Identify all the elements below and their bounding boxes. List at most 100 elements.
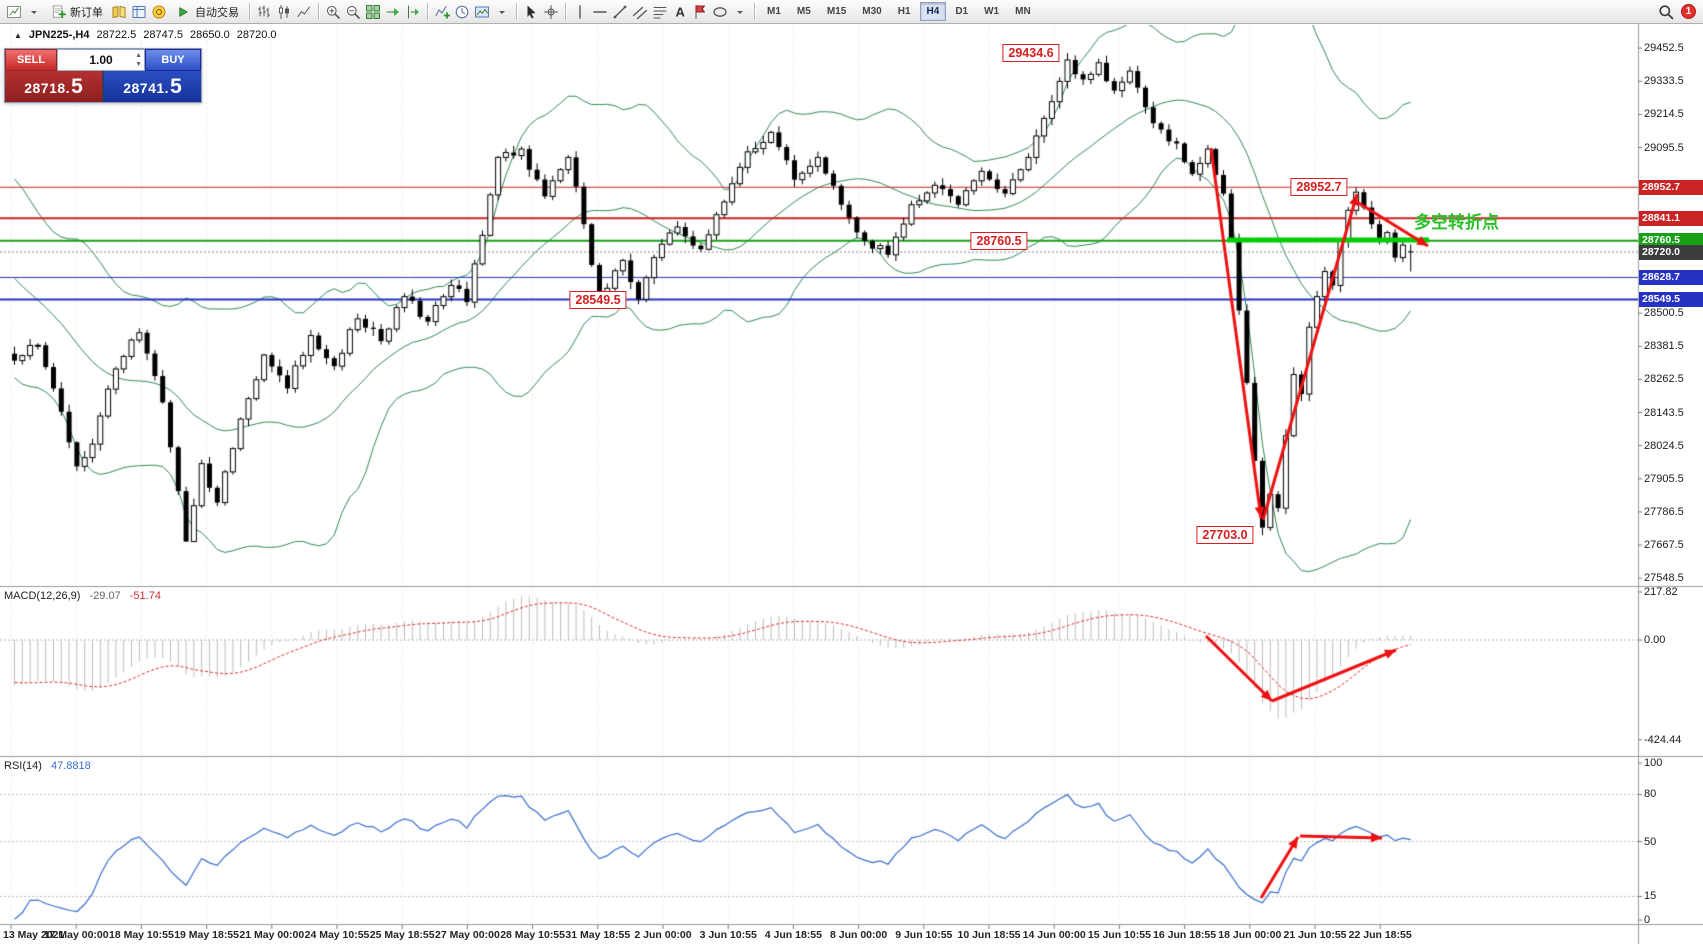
timeframe-M5[interactable]: M5 [790,2,818,21]
buy-button[interactable]: BUY [145,49,201,71]
timeframe-D1[interactable]: D1 [948,2,975,21]
price-callout[interactable]: 28760.5 [970,231,1028,250]
price-axis-label: 28381.5 [1644,340,1684,353]
shapes-icon[interactable] [710,2,730,22]
vertical-line-icon[interactable] [570,2,590,22]
buy-price-fraction: 5 [170,75,182,98]
symbol-period-label: JPN225-,H4 [28,29,90,41]
market-watch-icon[interactable] [109,2,129,22]
toolbar-separator [427,3,428,20]
bar-chart-icon[interactable] [254,2,274,22]
chart-file-group [4,2,44,22]
price-callout[interactable]: 27703.0 [1196,526,1254,545]
volume-field[interactable]: 1.00 ▲ ▼ [57,49,145,71]
price-callout[interactable]: 29434.6 [1002,44,1060,63]
text-icon[interactable]: A [670,2,690,22]
toolbar-separator [318,3,319,20]
periods-icon[interactable] [452,2,472,22]
chart-dropdown-arrow-icon[interactable] [492,2,512,22]
time-axis-label: 3 Jun 10:55 [699,929,757,941]
macd-signal-value: -51.74 [129,590,161,602]
notification-badge[interactable]: 1 [1681,4,1696,19]
chart-dropdown-arrow-icon[interactable] [24,2,44,22]
spinner-up-icon[interactable]: ▲ [135,52,142,59]
search-group [1656,2,1676,22]
app-windows-group [109,2,169,22]
price-axis-marker: 28760.5 [1639,233,1703,249]
search-icon[interactable] [1656,2,1676,22]
price-axis-label: 29452.5 [1644,42,1684,55]
timeframe-M15[interactable]: M15 [820,2,853,21]
price-axis-marker: 28720.0 [1639,244,1703,260]
price-callout[interactable]: 28549.5 [569,290,627,309]
timeframe-M1[interactable]: M1 [760,2,788,21]
time-axis-label: 13 May 2021 [3,929,65,941]
time-axis-label: 18 May 10:55 [108,929,174,941]
macd-main-value: -29.07 [89,590,121,602]
time-axis-label: 21 Jun 10:55 [1283,929,1347,941]
candlestick-chart-icon[interactable] [274,2,294,22]
price-axis-label: 27905.5 [1644,472,1684,485]
time-axis-label: 8 Jun 00:00 [829,929,888,941]
timeframe-H4[interactable]: H4 [919,2,947,21]
time-axis-label: 31 May 18:55 [565,929,631,941]
time-axis-label: 14 Jun 00:00 [1022,929,1086,941]
chart-type-group [254,2,314,22]
buy-price-main: 28741. [123,80,170,96]
time-axis-label: 2 Jun 00:00 [634,929,692,941]
crosshair-icon[interactable] [541,2,561,22]
ohlc-open: 28722.5 [96,29,137,41]
channel-icon[interactable] [630,2,650,22]
auto-scroll-icon[interactable] [383,2,403,22]
volume-spinner[interactable]: ▲ ▼ [135,51,142,69]
fibonacci-icon[interactable] [650,2,670,22]
buy-price[interactable]: 28741. 5 [104,71,201,102]
horizontal-line-icon[interactable] [590,2,610,22]
chart-collapse-icon[interactable]: ▲ [14,31,22,40]
macd-indicator-label: MACD(12,26,9) -29.07 -51.74 [4,590,161,602]
toolbar: 新订单 自动交易 A M1 M5 M15 M30 H1 H4 D1 W1 MN 1 [0,0,1703,24]
price-axis-marker: 28841.1 [1639,210,1703,226]
new-order-button[interactable]: 新订单 [44,2,109,22]
timeframe-M30[interactable]: M30 [855,2,888,21]
new-chart-icon[interactable] [4,2,24,22]
data-window-icon[interactable] [129,2,149,22]
sell-price[interactable]: 28718. 5 [5,71,102,102]
label-icon[interactable] [690,2,710,22]
zoom-out-icon[interactable] [343,2,363,22]
indicators-group [432,2,512,22]
autotrading-button[interactable]: 自动交易 [169,2,245,22]
chart-view-group [323,2,423,22]
timeframe-group: M1 M5 M15 M30 H1 H4 D1 W1 MN [759,2,1039,21]
time-axis-label: 21 May 00:00 [239,929,305,941]
rsi-name: RSI(14) [4,760,42,772]
metaeditor-icon[interactable] [149,2,169,22]
indicators-icon[interactable] [432,2,452,22]
shapes-dropdown-arrow-icon[interactable] [730,2,750,22]
templates-icon[interactable] [472,2,492,22]
sell-price-fraction: 5 [71,75,83,98]
tile-windows-icon[interactable] [363,2,383,22]
chart-shift-icon[interactable] [403,2,423,22]
timeframe-MN[interactable]: MN [1008,2,1038,21]
timeframe-W1[interactable]: W1 [977,2,1006,21]
time-axis-label: 25 May 18:55 [369,929,435,941]
trendline-icon[interactable] [610,2,630,22]
price-axis-label: 28262.5 [1644,373,1684,386]
sell-price-main: 28718. [24,80,71,96]
price-axis-label: 27667.5 [1644,539,1684,552]
cursor-group [521,2,561,22]
line-chart-icon[interactable] [294,2,314,22]
price-axis-label: 27548.5 [1644,572,1684,585]
price-axis-marker: 28628.7 [1639,269,1703,285]
cursor-icon[interactable] [521,2,541,22]
sell-button[interactable]: SELL [5,49,57,71]
annotation-text[interactable]: 多空转折点 [1414,213,1499,232]
spinner-down-icon[interactable]: ▼ [135,61,142,68]
price-axis-label: 27786.5 [1644,505,1684,518]
price-callout[interactable]: 28952.7 [1290,178,1348,197]
zoom-in-icon[interactable] [323,2,343,22]
timeframe-H1[interactable]: H1 [891,2,918,21]
